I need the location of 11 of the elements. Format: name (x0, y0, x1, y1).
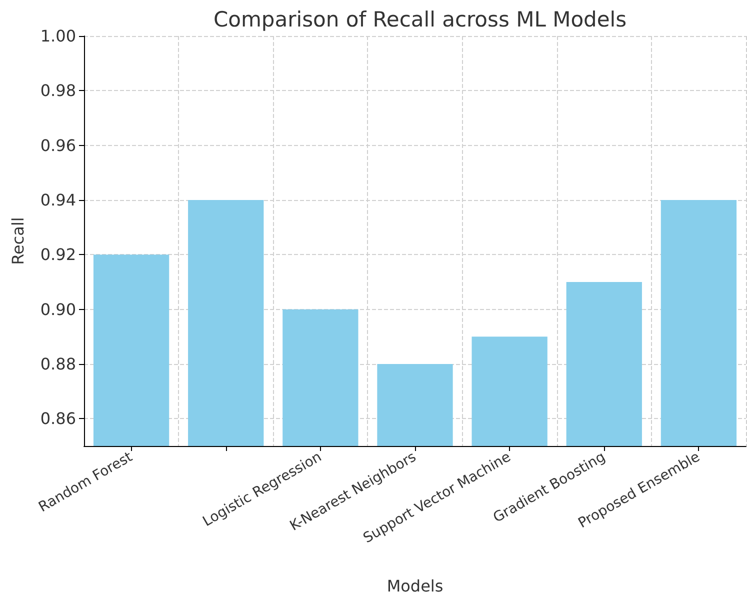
y-axis-title: Recall (8, 217, 28, 265)
y-tick-label: 0.88 (40, 354, 76, 374)
y-tick-label: 0.86 (40, 409, 76, 428)
y-tick-label: 1.00 (40, 26, 76, 46)
x-axis-title: Models (386, 576, 444, 596)
y-tick-label: 0.96 (40, 136, 76, 155)
chart-title: Comparison of Recall across ML Models (213, 8, 627, 32)
y-tick-label: 0.94 (40, 190, 76, 210)
y-tick-label: 0.98 (40, 81, 76, 100)
y-tick-label: 0.90 (40, 300, 76, 319)
y-tick-label: 0.92 (40, 245, 76, 264)
